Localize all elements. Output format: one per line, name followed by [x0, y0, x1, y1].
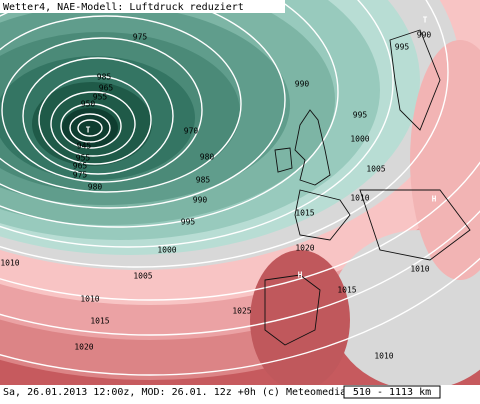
isobar-label: 990 [295, 80, 310, 89]
isobar-label: 1010 [80, 295, 99, 304]
isobar-label: 1000 [157, 246, 176, 255]
title-bar [0, 0, 285, 13]
scale-text: 510 - 1113 km [353, 387, 431, 398]
isobar-label: 995 [181, 218, 196, 227]
isobar-label: 955 [93, 93, 108, 102]
scale-box [343, 385, 441, 399]
footer-text: Sa, 26.01.2013 12:00z, MOD: 26.01. 12z +… [3, 387, 346, 398]
isobar-label: 1010 [350, 194, 369, 203]
map-title: Wetter4, NAE-Modell: Luftdruck reduziert [3, 2, 244, 13]
isobar-label: 1010 [0, 259, 19, 268]
isobar-label: 945 [77, 142, 92, 151]
isobar-label: 1015 [295, 209, 314, 218]
isobar-label: 995 [353, 111, 368, 120]
isobar-label: 1025 [232, 307, 251, 316]
isobar-label: 980 [200, 153, 215, 162]
isobar-label: 990 [417, 31, 432, 40]
pressure-center: T [423, 16, 428, 25]
pressure-center: H [432, 195, 437, 204]
isobar-label: 955 [76, 154, 91, 163]
isobar-label: 1005 [133, 272, 152, 281]
isobar-label: 985 [97, 73, 112, 82]
isobar-label: 1020 [295, 244, 314, 253]
isobar-label: 965 [99, 84, 114, 93]
isobar-label: 1020 [74, 343, 93, 352]
isobar-label: 1010 [410, 265, 429, 274]
isobar-label: 1005 [366, 165, 385, 174]
isobar-label: 975 [133, 33, 148, 42]
pressure-field [0, 0, 480, 386]
isobar-label: 1015 [337, 286, 356, 295]
isobar-label: 1000 [350, 135, 369, 144]
isobar-label: 990 [193, 196, 208, 205]
isobar-label: 970 [184, 127, 199, 136]
pressure-center: H [298, 271, 303, 280]
isobar-label: 1015 [90, 317, 109, 326]
isobar-label: 980 [88, 183, 103, 192]
pressure-center: T [86, 126, 91, 135]
isobar-label: 995 [395, 43, 410, 52]
isobar-label: 1010 [374, 352, 393, 361]
isobar-label: 975 [73, 171, 88, 180]
isobar-label: 965 [73, 162, 88, 171]
isobar-label: 985 [196, 176, 211, 185]
isobar-label: 950 [81, 100, 96, 109]
